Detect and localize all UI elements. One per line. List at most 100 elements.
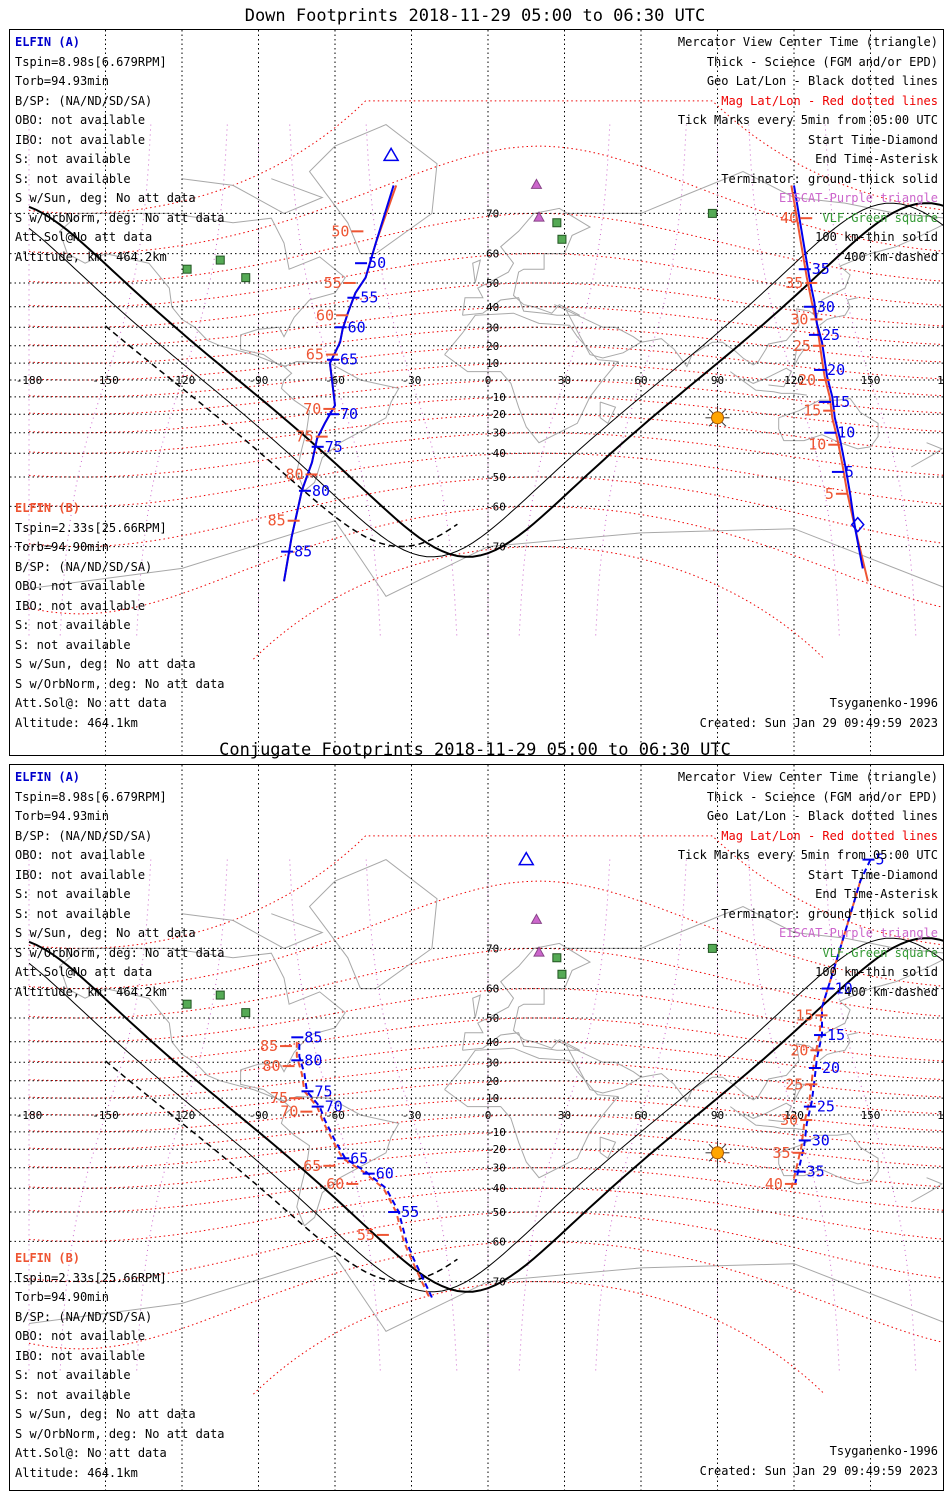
info-line: S w/OrbNorm, deg: No att data bbox=[15, 210, 225, 225]
elfin-a-tick-label: 30 bbox=[817, 298, 835, 316]
legend-item: Mercator View Center Time (triangle) bbox=[677, 770, 938, 784]
info-line: Att.Sol@: No att data bbox=[15, 696, 167, 710]
lat-tick-label: 20 bbox=[486, 340, 499, 353]
info-line: Tspin=8.98s[6.679RPM] bbox=[15, 789, 167, 804]
info-line: S w/OrbNorm, deg: No att data bbox=[15, 676, 225, 691]
lat-tick-label: -30 bbox=[486, 427, 506, 440]
legend-item: Tick Marks every 5min from 05:00 UTC bbox=[677, 848, 938, 862]
info-line: Tspin=2.33s[25.66RPM] bbox=[15, 1270, 167, 1285]
lon-tick-label: -60 bbox=[325, 1109, 345, 1122]
info-line: OBO: not available bbox=[15, 848, 146, 862]
info-line: Att.Sol@No att data bbox=[15, 965, 153, 979]
legend-item: EISCAT-Purple triangle bbox=[779, 191, 938, 205]
map-legend: Mercator View Center Time (triangle) Thic… bbox=[678, 33, 938, 267]
info-line: S w/Sun, deg: No att data bbox=[15, 926, 196, 940]
coastline bbox=[59, 947, 346, 1103]
lat-tick-label: 10 bbox=[486, 1092, 499, 1105]
info-line: S: not available bbox=[15, 637, 131, 652]
lon-tick-label: 0 bbox=[485, 1109, 492, 1122]
lon-tick-label: 150 bbox=[861, 374, 881, 387]
lat-tick-label: 20 bbox=[486, 1075, 499, 1088]
vlf-square bbox=[552, 953, 562, 963]
lon-tick-label: -120 bbox=[169, 374, 196, 387]
lat-tick-label: -20 bbox=[486, 1143, 506, 1156]
coastline bbox=[793, 348, 806, 367]
coastline bbox=[280, 360, 400, 492]
elfin-a-tick-label: 50 bbox=[368, 254, 386, 272]
vlf-square bbox=[552, 218, 562, 228]
lat-tick-label: 60 bbox=[486, 248, 499, 261]
terminator-100km bbox=[28, 202, 943, 558]
eiscat-triangle bbox=[533, 946, 545, 957]
sun-ray bbox=[708, 1143, 714, 1149]
conj-panel-title: Conjugate Footprints 2018-11-29 05:00 to… bbox=[219, 740, 731, 760]
legend-item: VLF-Green square bbox=[822, 945, 938, 960]
info-line: Altitude, km: 464.2km bbox=[15, 984, 167, 999]
map-legend: Mercator View Center Time (triangle) Thic… bbox=[678, 768, 938, 1002]
coastline bbox=[59, 212, 346, 368]
coastline bbox=[599, 401, 617, 425]
legend-item: EISCAT-Purple triangle bbox=[779, 926, 938, 940]
legend-item: Geo Lat/Lon - Black dotted lines bbox=[706, 809, 938, 823]
lon-tick-label: 30 bbox=[558, 1109, 571, 1122]
elfin-b-tick-label: 60 bbox=[316, 306, 334, 324]
eiscat-triangle bbox=[530, 913, 543, 924]
info-line: Altitude: 464.1km bbox=[15, 1465, 138, 1480]
elfin-a-tick-label: 85 bbox=[294, 543, 312, 561]
elfin-a-tick-label: 85 bbox=[304, 1028, 322, 1046]
terminator bbox=[28, 937, 943, 1293]
mlat-30 bbox=[28, 1148, 943, 1189]
elfin-a-tick-label: 20 bbox=[827, 361, 845, 379]
lon-tick-label: 30 bbox=[558, 374, 571, 387]
elfin-b-tick-label: 40 bbox=[780, 209, 798, 227]
created-label: Created: Sun Jan 29 09:49:59 2023 bbox=[699, 1463, 938, 1478]
legend-item: 100 km-thin solid bbox=[815, 965, 938, 979]
lat-tick-label: -50 bbox=[486, 1206, 506, 1219]
lon-tick-label: -120 bbox=[169, 1109, 196, 1122]
lat-tick-label: 40 bbox=[486, 1036, 499, 1049]
legend-item: Thick - Science (FGM and/or EPD) bbox=[706, 789, 938, 804]
coastline bbox=[308, 124, 438, 255]
lat-tick-label: -70 bbox=[486, 1276, 506, 1289]
footprint-tracks bbox=[283, 146, 869, 582]
axis-labels: -180 -150 -120 -90 -60 -30 0 30 60 90 120 150 180 70 6… bbox=[16, 207, 943, 553]
elfin-b-track bbox=[295, 1041, 431, 1298]
mlat-m10 bbox=[28, 1080, 943, 1116]
legend-item: VLF-Green square bbox=[822, 210, 938, 225]
elfin-a-tick-label: 70 bbox=[340, 405, 358, 423]
coastline bbox=[793, 1083, 806, 1102]
terminator bbox=[28, 202, 943, 558]
elfin-b-tick-label: 85 bbox=[260, 1037, 278, 1055]
vlf-square bbox=[241, 1008, 251, 1018]
model-credit: Tsyganenko-1996 Created: Sun Jan 29 09:4… bbox=[700, 694, 938, 733]
info-line: Att.Sol@No att data bbox=[15, 230, 153, 244]
legend-item: Thick - Science (FGM and/or EPD) bbox=[706, 54, 938, 69]
elfin-b-tick-label: 40 bbox=[765, 1175, 783, 1193]
lat-tick-label: -40 bbox=[486, 1182, 506, 1195]
elfin-b-tick-label: 5 bbox=[825, 485, 834, 503]
vlf-square bbox=[557, 234, 567, 244]
coastline bbox=[28, 1255, 943, 1332]
elfin-b-tick-label: 25 bbox=[785, 1075, 803, 1093]
elfin-b-tick-label: 30 bbox=[790, 310, 808, 328]
elfin-b-tick-label: 30 bbox=[780, 1111, 798, 1129]
elfin-b-tick-label: 70 bbox=[303, 400, 321, 418]
vlf-square bbox=[557, 969, 567, 979]
legend-item: Start Time-Diamond bbox=[807, 132, 938, 147]
legend-item: End Time-Asterisk bbox=[815, 887, 938, 901]
mlat-m60 bbox=[28, 212, 943, 284]
elfin-b-tick-label: 25 bbox=[793, 337, 811, 355]
lat-tick-label: 30 bbox=[486, 1056, 499, 1069]
lon-tick-label: 180 bbox=[937, 374, 943, 387]
legend-item: End Time-Asterisk bbox=[815, 152, 938, 166]
terminator-100km bbox=[28, 937, 943, 1293]
conjugate-footprints-map: -180 -150 -120 -90 -60 -30 0 30 60 90 120 150 180 70 6… bbox=[10, 765, 943, 1490]
mlat-m50 bbox=[28, 253, 943, 308]
coastline bbox=[444, 312, 619, 444]
legend-item: Mercator View Center Time (triangle) bbox=[677, 35, 938, 49]
sun-disc bbox=[711, 411, 724, 425]
coastline bbox=[28, 520, 943, 597]
axis-labels: -180 -150 -120 -90 -60 -30 0 30 60 90 120 150 180 70 6… bbox=[16, 942, 943, 1288]
down-footprints-panel: -180 -150 -120 -90 -60 -30 0 30 60 90 120 150 180 70 6… bbox=[9, 29, 944, 756]
geographic-grid bbox=[10, 30, 943, 755]
